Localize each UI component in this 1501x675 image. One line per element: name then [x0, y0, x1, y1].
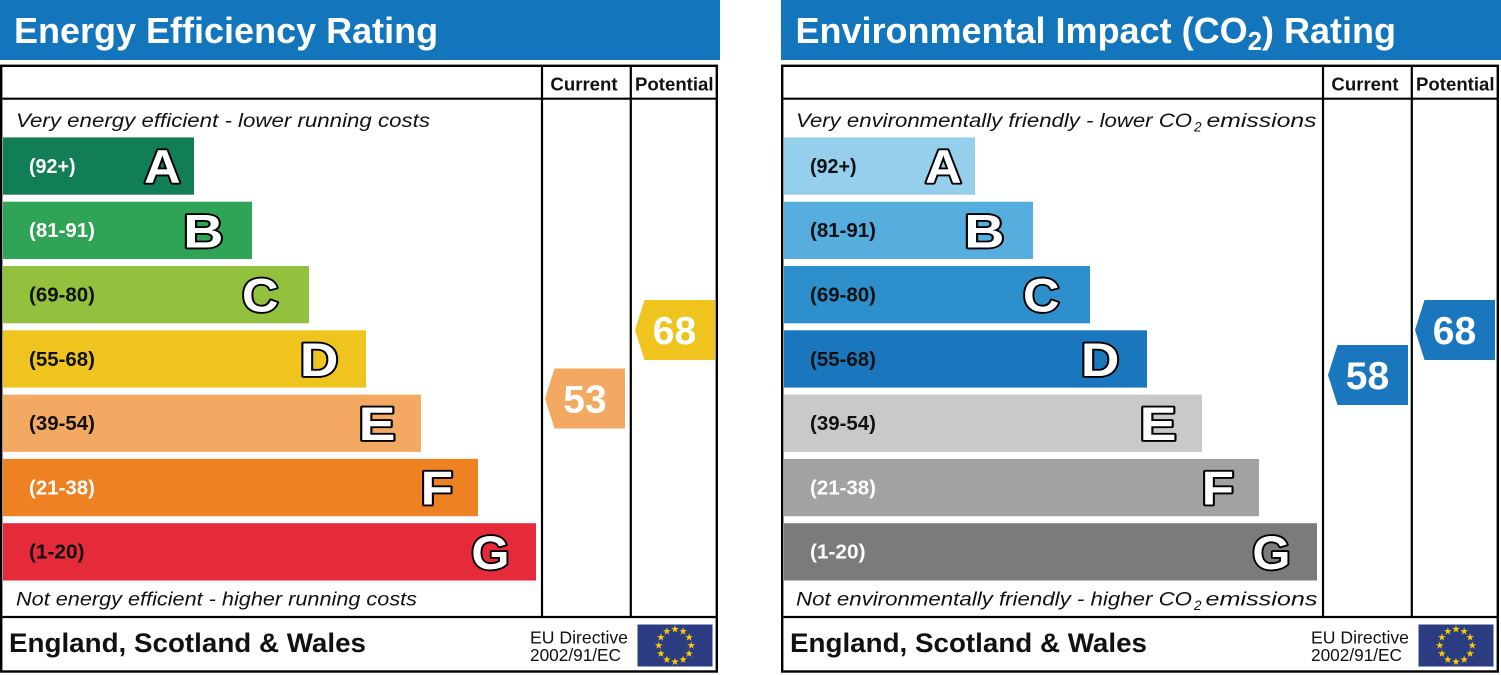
svg-text:Not environmentally friendly -: Not environmentally friendly - higher CO: [796, 590, 1192, 611]
svg-text:2002/91/EC: 2002/91/EC: [530, 645, 621, 665]
svg-text:Very environmentally friendly: Very environmentally friendly - lower CO: [796, 111, 1192, 132]
svg-text:(1-20): (1-20): [29, 542, 85, 564]
svg-text:(21-38): (21-38): [810, 477, 876, 499]
svg-text:(21-38): (21-38): [29, 477, 95, 499]
svg-text:B: B: [964, 204, 1004, 257]
svg-text:(39-54): (39-54): [810, 413, 876, 435]
svg-text:E: E: [359, 397, 396, 450]
svg-text:2002/91/EC: 2002/91/EC: [1311, 645, 1402, 665]
svg-text:emissions: emissions: [1207, 111, 1318, 132]
svg-text:Potential: Potential: [1416, 74, 1495, 95]
svg-text:A: A: [925, 140, 962, 193]
svg-text:68: 68: [1433, 310, 1476, 353]
svg-text:F: F: [421, 462, 453, 515]
svg-text:(69-80): (69-80): [810, 285, 876, 307]
svg-text:G: G: [1252, 526, 1290, 579]
svg-text:E: E: [1140, 397, 1177, 450]
svg-text:England, Scotland & Wales: England, Scotland & Wales: [9, 628, 366, 658]
svg-text:(69-80): (69-80): [29, 285, 95, 307]
svg-text:2: 2: [1193, 598, 1202, 613]
svg-text:(92+): (92+): [29, 156, 76, 178]
svg-text:G: G: [471, 526, 509, 579]
svg-text:Potential: Potential: [635, 74, 714, 95]
svg-text:emissions: emissions: [1206, 590, 1319, 611]
svg-text:Very energy efficient - lower: Very energy efficient - lower running co…: [16, 111, 431, 132]
svg-text:(55-68): (55-68): [29, 349, 95, 371]
svg-text:C: C: [1023, 269, 1060, 322]
svg-text:Current: Current: [1331, 74, 1398, 95]
svg-text:68: 68: [653, 310, 696, 353]
svg-text:58: 58: [1346, 355, 1389, 398]
svg-text:EU Directive: EU Directive: [1311, 628, 1409, 648]
svg-text:(81-91): (81-91): [29, 220, 95, 242]
svg-text:D: D: [1081, 333, 1120, 386]
svg-text:53: 53: [563, 379, 606, 422]
svg-text:Current: Current: [550, 74, 617, 95]
svg-text:England, Scotland & Wales: England, Scotland & Wales: [790, 628, 1147, 658]
svg-text:2: 2: [1193, 120, 1202, 135]
svg-text:(39-54): (39-54): [29, 413, 95, 435]
svg-text:Energy Efficiency Rating: Energy Efficiency Rating: [14, 10, 438, 51]
svg-text:(92+): (92+): [810, 156, 857, 178]
svg-text:EU Directive: EU Directive: [530, 628, 628, 648]
svg-text:(55-68): (55-68): [810, 349, 876, 371]
svg-text:(1-20): (1-20): [810, 542, 866, 564]
svg-text:A: A: [144, 140, 181, 193]
svg-text:C: C: [242, 269, 279, 322]
svg-text:D: D: [300, 333, 339, 386]
svg-text:Not energy efficient - higher: Not energy efficient - higher running co…: [16, 590, 418, 611]
svg-text:B: B: [183, 204, 223, 257]
svg-text:F: F: [1202, 462, 1234, 515]
svg-text:Environmental Impact (CO2) Rat: Environmental Impact (CO2) Rating: [796, 10, 1397, 56]
svg-text:(81-91): (81-91): [810, 220, 876, 242]
